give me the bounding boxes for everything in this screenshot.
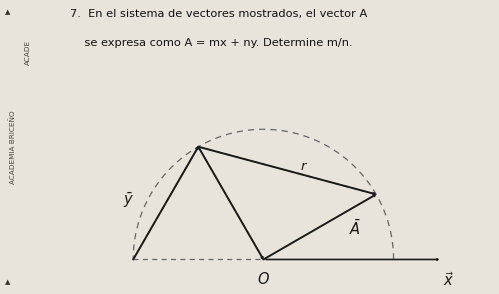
- Text: $O$: $O$: [257, 271, 270, 287]
- Text: $\bar{y}$: $\bar{y}$: [123, 191, 135, 211]
- Text: $r$: $r$: [300, 160, 308, 173]
- Text: ▲: ▲: [5, 279, 10, 285]
- Text: ACADEMIA BRICEÑO: ACADEMIA BRICEÑO: [9, 110, 16, 184]
- Text: 7.  En el sistema de vectores mostrados, el vector A: 7. En el sistema de vectores mostrados, …: [70, 9, 367, 19]
- Text: se expresa como A = mx + ny. Determine m/n.: se expresa como A = mx + ny. Determine m…: [70, 38, 352, 48]
- Text: $\bar{A}$: $\bar{A}$: [349, 219, 361, 238]
- Text: $\vec{x}$: $\vec{x}$: [443, 271, 454, 289]
- Text: ACADE: ACADE: [24, 40, 30, 66]
- Text: ▲: ▲: [5, 9, 10, 15]
